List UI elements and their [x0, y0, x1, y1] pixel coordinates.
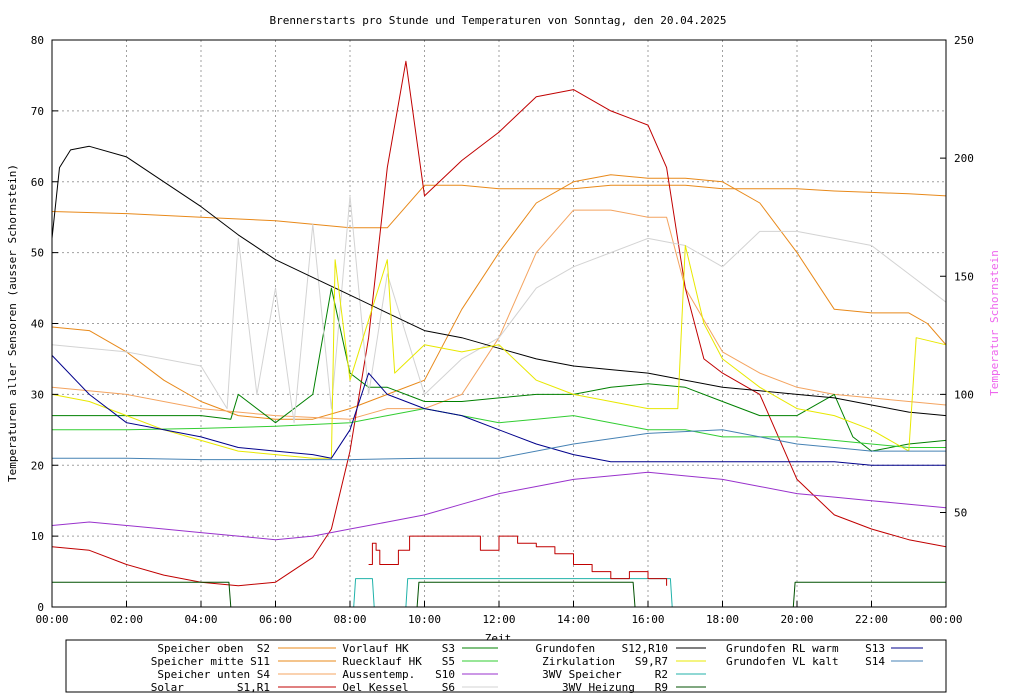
y2-tick-label: 100 [954, 388, 974, 401]
series-line-grundofen [51, 145, 947, 417]
legend-label: Speicher oben S2 [157, 642, 270, 655]
series-group [51, 60, 947, 608]
x-tick-label: 20:00 [780, 613, 813, 626]
series-line-grundofen-rl-warm [51, 355, 946, 466]
legend-label: Speicher unten S4 [157, 668, 270, 681]
y2-axis-label: Temperatur Schornstein [988, 250, 1001, 396]
legend-label: Vorlauf HK S3 [342, 642, 455, 655]
x-tick-label: 00:00 [35, 613, 68, 626]
y-tick-label: 10 [31, 530, 44, 543]
tick-labels: 00:00 02:00 04:00 06:00 08:00 10:00 12:00 14:00… [31, 34, 974, 626]
series-line-aussentemp- [51, 471, 947, 541]
y-tick-label: 80 [31, 34, 44, 47]
series-line-zirkulation [51, 245, 947, 459]
legend-label: Aussentemp. S10 [342, 668, 455, 681]
x-tick-label: 10:00 [408, 613, 441, 626]
legend-label: Solar S1,R1 [151, 681, 270, 694]
series-line-grundofen-vl-kalt [52, 429, 946, 461]
x-tick-label: 04:00 [184, 613, 217, 626]
chart-title: Brennerstarts pro Stunde und Temperature… [270, 14, 727, 27]
series-line-oel-kessel [51, 195, 947, 424]
y-tick-label: 70 [31, 105, 44, 118]
legend-label: Oel Kessel S6 [342, 681, 455, 694]
x-tick-label: 00:00 [929, 613, 962, 626]
x-tick-label: 02:00 [110, 613, 143, 626]
series-line-brennerstarts [368, 535, 668, 586]
legend-label: Grundofen S12,R10 [536, 642, 668, 655]
series-line-3wv-heizung [52, 581, 946, 608]
y2-tick-label: 50 [954, 507, 967, 520]
x-tick-label: 22:00 [855, 613, 888, 626]
series-line-vorlauf-hk [52, 287, 947, 452]
x-tick-label: 08:00 [333, 613, 366, 626]
y2-tick-label: 250 [954, 34, 974, 47]
legend-label: Ruecklauf HK S5 [342, 655, 455, 668]
legend-label: Speicher mitte S11 [151, 655, 270, 668]
x-tick-label: 14:00 [557, 613, 590, 626]
x-tick-label: 12:00 [482, 613, 515, 626]
series-line-solar [51, 60, 947, 587]
y-tick-label: 30 [31, 388, 44, 401]
y-tick-label: 20 [31, 459, 44, 472]
x-tick-label: 06:00 [259, 613, 292, 626]
y2-tick-label: 200 [954, 152, 974, 165]
x-tick-label: 16:00 [631, 613, 664, 626]
legend-label: 3WV Heizung R9 [562, 681, 668, 694]
y-tick-label: 0 [37, 601, 44, 614]
legend-label: Grundofen RL warm S13 [726, 642, 885, 655]
series-line-ruecklauf-hk [52, 408, 946, 448]
y2-tick-label: 150 [954, 270, 974, 283]
legend-box [65, 639, 947, 693]
legend-label: Grundofen VL kalt S14 [726, 655, 885, 668]
series-line-speicher-unten [51, 209, 947, 420]
x-tick-label: 18:00 [706, 613, 739, 626]
y-tick-label: 60 [31, 176, 44, 189]
series-line-speicher-mitte [51, 174, 947, 420]
y-axis-label: Temperaturen aller Sensoren (ausser Scho… [6, 164, 19, 482]
legend-label: Zirkulation S9,R7 [542, 655, 668, 668]
y-tick-label: 40 [31, 318, 44, 331]
legend-label: 3WV Speicher R2 [542, 668, 668, 681]
y-tick-label: 50 [31, 247, 44, 260]
